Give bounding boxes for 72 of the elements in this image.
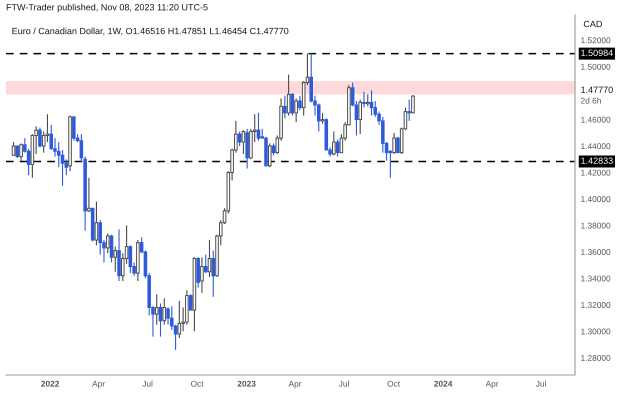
candlestick [256, 112, 260, 142]
y-tick-label: 1.50000 [581, 64, 610, 70]
x-tick-label: Jul [338, 380, 349, 387]
candlestick [268, 142, 272, 168]
x-tick-label: Jul [536, 380, 546, 387]
candlestick [392, 132, 396, 155]
y-tick-label: 1.36000 [581, 249, 610, 256]
candlestick [162, 298, 166, 326]
candlestick [19, 142, 23, 162]
candlestick [407, 99, 411, 122]
ref-line-label: 1.50984 [581, 50, 613, 56]
candlestick [366, 94, 370, 107]
candlestick [110, 234, 114, 264]
candlestick [87, 177, 91, 213]
candlestick [370, 90, 374, 116]
candlestick [358, 99, 362, 135]
y-tick-label: 1.52000 [581, 37, 610, 44]
x-tick-label: Apr [92, 380, 105, 388]
ref-line-label: 1.42833 [581, 158, 613, 164]
candlestick [188, 294, 192, 311]
x-tick-label: 2024 [434, 380, 452, 387]
x-tick-label: Apr [486, 380, 498, 388]
candlestick [290, 92, 294, 116]
y-tick-label: 1.38000 [581, 222, 610, 229]
text: 2d 6h [580, 98, 601, 104]
candlestick [238, 130, 242, 147]
x-tick-label: Jul [142, 380, 152, 387]
candlestick [242, 130, 246, 155]
x-tick-label: Oct [191, 380, 204, 387]
y-tick-label: 1.28000 [581, 354, 610, 361]
candlestick [204, 254, 208, 274]
candlestick [158, 302, 162, 338]
candlestick [12, 142, 16, 156]
y-tick-label: 1.34000 [581, 276, 610, 282]
candlestick [38, 126, 42, 148]
candlestick [283, 95, 287, 119]
candlestick [200, 256, 204, 294]
candlestick [362, 91, 366, 108]
y-tick-label: 1.42000 [581, 170, 610, 176]
candlestick [211, 250, 216, 298]
candlestick [94, 201, 98, 246]
text: 1.47770 [581, 86, 613, 93]
x-tick-label: 2023 [238, 380, 256, 387]
candlestick [196, 256, 200, 288]
candlestick [178, 300, 182, 338]
candlestick [16, 145, 20, 158]
candlestick [154, 294, 159, 326]
x-tick-label: 2022 [41, 380, 60, 387]
y-tick-label: 1.46000 [581, 116, 610, 123]
candlestick [396, 136, 400, 154]
candlestick [336, 138, 340, 158]
candlestick [286, 74, 290, 116]
x-tick-label: Oct [388, 380, 400, 387]
y-tick-label: 1.32000 [581, 302, 610, 308]
candlestick [320, 112, 324, 124]
candlestick [128, 244, 132, 274]
candlestick [208, 239, 212, 278]
candlestick [272, 142, 276, 156]
chart-subtitle: FTW-Trader published, Nov 08, 2023 11:20 UTC-5 [6, 4, 208, 12]
text: Euro / Canadian Dollar, 1W, O1.46516 H1.47851 L1.46454 C1.47770 [12, 28, 288, 36]
candlestick [332, 130, 336, 156]
y-tick-label: 1.44000 [581, 143, 610, 150]
candlestick [294, 98, 298, 123]
candlestick [411, 94, 415, 114]
candlestick [72, 116, 76, 142]
y-axis-title: CAD [584, 20, 602, 28]
candlestick [298, 95, 302, 111]
x-tick-label: Apr [288, 380, 302, 388]
y-tick-label: 1.40000 [581, 196, 610, 202]
y-tick-label: 1.30000 [581, 328, 610, 334]
candlestick [114, 246, 118, 272]
candlestick [106, 232, 110, 254]
